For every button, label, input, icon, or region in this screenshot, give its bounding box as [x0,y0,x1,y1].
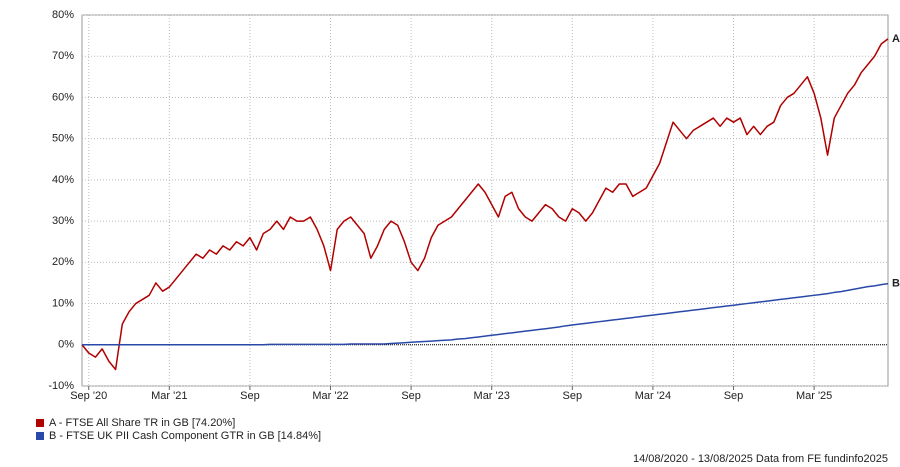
y-tick-label: 60% [52,91,74,103]
y-tick-label: 40% [52,174,74,186]
end-label: B [892,278,900,290]
x-tick-label: Sep [240,390,260,402]
x-tick-label: Sep [724,390,744,402]
y-tick-label: 70% [52,50,74,62]
plot-frame [81,14,889,387]
x-tick-label: Mar '24 [635,390,671,402]
series-line [82,282,889,346]
x-tick-label: Sep [563,390,583,402]
y-tick-label: 0% [58,339,74,351]
series-line [81,38,889,371]
x-tick-label: Mar '23 [474,390,510,402]
y-tick-label: 50% [52,133,74,145]
legend-swatch [36,432,44,440]
footer: 14/08/2020 - 13/08/2025 Data from FE fun… [633,453,888,465]
x-tick-label: Sep [401,390,421,402]
x-tick-label: Mar '21 [151,390,187,402]
legend-label: B - FTSE UK PII Cash Component GTR in GB… [49,430,321,442]
y-tick-label: -10% [48,380,74,392]
y-tick-label: 10% [52,297,74,309]
y-tick-label: 30% [52,215,74,227]
x-tick-label: Mar '22 [312,390,348,402]
y-tick-label: 80% [52,9,74,21]
y-tick-label: 20% [52,256,74,268]
x-tick-label: Mar '25 [796,390,832,402]
x-tick-label: Sep '20 [70,390,107,402]
legend-swatch [36,419,44,427]
legend-label: A - FTSE All Share TR in GB [74.20%] [49,417,235,429]
end-label: A [892,33,900,45]
